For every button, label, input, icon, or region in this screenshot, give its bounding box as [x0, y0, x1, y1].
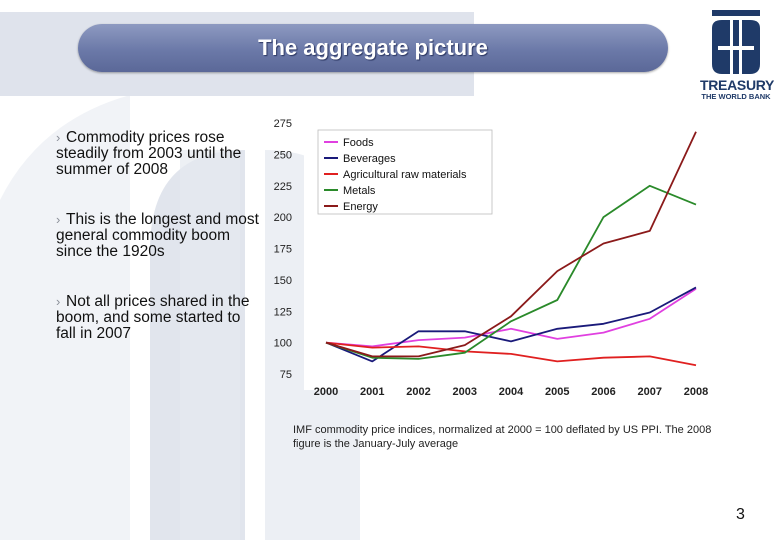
series-line-1	[325, 286, 697, 363]
logo-name: TREASURY	[700, 77, 775, 93]
bullet-1: › Commodity prices rose steadily from 200…	[56, 130, 261, 178]
bullet-3: › Not all prices shared in the boom, and …	[56, 294, 261, 342]
y-tick-label-6: 225	[274, 181, 292, 193]
bullet-arrow-icon: ›	[56, 294, 61, 309]
y-tick-label-8: 275	[274, 118, 292, 130]
logo-subtitle: THE WORLD BANK	[701, 92, 771, 101]
y-tick-label-4: 175	[274, 244, 292, 256]
y-tick-label-3: 150	[274, 275, 292, 287]
x-tick-label-0: 2000	[314, 386, 338, 398]
y-tick-label-0: 75	[280, 369, 292, 381]
y-tick-label-1: 100	[274, 338, 292, 350]
series-line-3	[325, 184, 697, 360]
legend-label-3: Metals	[343, 185, 376, 197]
series-line-4	[325, 131, 697, 358]
x-tick-label-5: 2005	[545, 386, 569, 398]
x-tick-label-3: 2003	[453, 386, 477, 398]
legend-label-4: Energy	[343, 201, 378, 213]
x-tick-label-1: 2001	[360, 386, 384, 398]
bullet-3-text: Not all prices shared in the boom, and s…	[56, 293, 250, 342]
bullet-1-text: Commodity prices rose steadily from 2003…	[56, 129, 242, 178]
treasury-logo-icon	[712, 10, 760, 74]
y-tick-label-7: 250	[274, 149, 292, 161]
x-tick-label-6: 2006	[591, 386, 615, 398]
page-number: 3	[736, 506, 745, 523]
x-tick-label-7: 2007	[638, 386, 662, 398]
y-tick-label-2: 125	[274, 306, 292, 318]
x-tick-label-4: 2004	[499, 386, 524, 398]
title-banner: The aggregate picture	[78, 24, 668, 72]
chart-caption: IMF commodity price indices, normalized …	[293, 424, 712, 450]
x-tick-label-8: 2008	[684, 386, 708, 398]
slide-title: The aggregate picture	[258, 35, 488, 60]
series-line-0	[325, 287, 697, 348]
legend-box	[317, 129, 493, 215]
series-line-2	[325, 341, 697, 367]
legend-label-2: Agricultural raw materials	[343, 169, 467, 181]
legend-label-1: Beverages	[343, 153, 396, 165]
y-tick-label-5: 200	[274, 212, 292, 224]
x-tick-label-2: 2002	[406, 386, 430, 398]
bullet-2-text: This is the longest and most general com…	[56, 211, 259, 260]
bullet-arrow-icon: ›	[56, 212, 61, 227]
legend-label-0: Foods	[343, 137, 374, 149]
bullet-2: › This is the longest and most general co…	[56, 212, 261, 260]
commodity-price-chart: 75 100 125 150 175 200 225 250 275 2000 2001 2002 20…	[274, 114, 714, 398]
bullet-arrow-icon: ›	[56, 130, 61, 145]
